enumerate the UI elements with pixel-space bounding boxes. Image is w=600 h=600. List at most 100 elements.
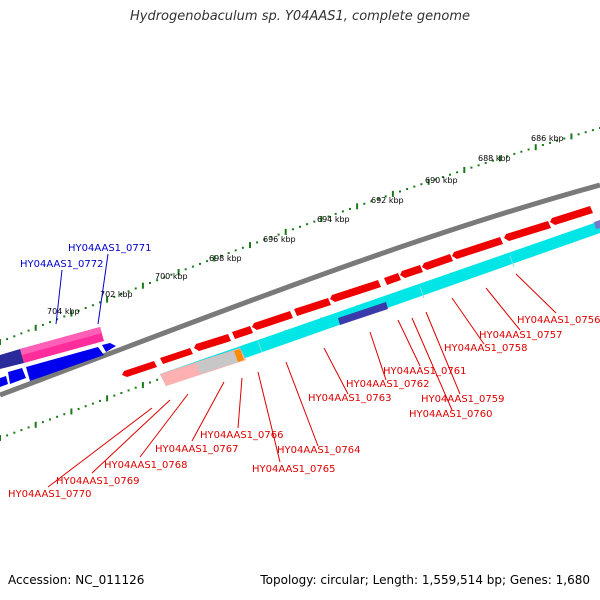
leader-0756 [515, 273, 557, 314]
label-hy04aas1-0756[interactable]: HY04AAS1_0756 [517, 315, 600, 326]
gene-forward-d[interactable] [0, 376, 8, 387]
gene-arrow-2[interactable] [160, 348, 193, 364]
gene-arrow-6[interactable] [294, 298, 331, 316]
gene-arrow-13[interactable] [550, 206, 593, 225]
gene-arrow-12[interactable] [504, 221, 551, 241]
minor-tick [313, 220, 316, 223]
gene-arrow-7[interactable] [330, 280, 381, 302]
label-hy04aas1-0759[interactable]: HY04AAS1_0759 [421, 394, 504, 405]
label-hy04aas1-0767[interactable]: HY04AAS1_0767 [155, 444, 238, 455]
label-hy04aas1-0762[interactable]: HY04AAS1_0762 [346, 379, 429, 390]
minor-tick [549, 141, 551, 144]
major-tick [534, 144, 537, 151]
minor-tick [227, 252, 230, 255]
major-tick [0, 339, 1, 345]
minor-tick [434, 178, 437, 181]
scale-label: 690 kbp [425, 176, 458, 185]
label-hy04aas1-0765[interactable]: HY04AAS1_0765 [252, 464, 335, 475]
minor-tick [49, 418, 51, 421]
cds-orange-marker [234, 349, 244, 362]
leader-0769 [91, 399, 171, 474]
gene-forward-c[interactable] [8, 368, 26, 384]
minor-tick [127, 389, 130, 392]
minor-tick [6, 434, 9, 437]
label-hy04aas1-0768[interactable]: HY04AAS1_0768 [104, 460, 187, 471]
gene-arrow-1[interactable] [122, 361, 157, 377]
map-title: Hydrogenobaculum sp. Y04AAS1, complete g… [129, 9, 471, 24]
label-hy04aas1-0760[interactable]: HY04AAS1_0760 [409, 409, 492, 420]
leader-0764 [285, 361, 319, 447]
gene-arrow-5[interactable] [252, 311, 293, 330]
minor-tick [277, 233, 280, 236]
label-hy04aas1-0766[interactable]: HY04AAS1_0766 [200, 430, 283, 441]
minor-tick [334, 212, 337, 215]
leader-0759 [425, 311, 461, 395]
forward-strand-features [0, 327, 116, 387]
minor-tick [420, 183, 423, 186]
minor-tick [234, 249, 237, 252]
gene-arrow-9[interactable] [400, 265, 423, 278]
major-tick [356, 203, 359, 210]
gene-arrow-4[interactable] [232, 326, 253, 339]
cds-divider-3 [509, 255, 515, 268]
minor-tick [49, 321, 51, 324]
leader-0770 [47, 407, 153, 488]
minor-tick [256, 241, 259, 244]
leader-0766 [237, 377, 243, 429]
leader-0765 [257, 371, 281, 463]
label-hy04aas1-0761[interactable]: HY04AAS1_0761 [383, 366, 466, 377]
minor-tick [170, 273, 173, 276]
minor-tick [306, 223, 309, 226]
genome-summary-text: Topology: circular; Length: 1,559,514 bp… [260, 573, 590, 587]
minor-tick [56, 415, 59, 418]
cds-band [160, 221, 600, 386]
leader-0772 [55, 269, 63, 325]
gene-forward-small-a[interactable] [102, 343, 116, 352]
gene-hy04aas1-0772[interactable] [0, 349, 24, 369]
gene-arrow-3[interactable] [194, 334, 231, 351]
leader-0763 [323, 347, 349, 395]
label-hy04aas1-0757[interactable]: HY04AAS1_0757 [479, 330, 562, 341]
minor-tick [27, 329, 30, 332]
major-tick [427, 178, 430, 185]
gene-arrow-8[interactable] [384, 273, 401, 285]
minor-tick [77, 407, 80, 410]
major-tick [499, 155, 501, 162]
minor-tick [156, 378, 159, 381]
major-tick [34, 324, 37, 331]
leader-0762 [369, 331, 387, 381]
cds-dark-band [338, 302, 388, 325]
minor-tick [27, 426, 30, 429]
outer-tick-ring [0, 127, 600, 345]
major-tick [141, 282, 144, 289]
major-tick [70, 310, 73, 317]
minor-tick [291, 228, 294, 231]
major-tick [391, 190, 394, 197]
minor-tick [370, 200, 373, 203]
gene-arrow-11[interactable] [452, 237, 503, 259]
minor-tick [327, 215, 330, 218]
label-hy04aas1-0770[interactable]: HY04AAS1_0770 [8, 489, 91, 500]
label-hy04aas1-0771[interactable]: HY04AAS1_0771 [68, 243, 151, 254]
leader-0761 [397, 319, 421, 367]
minor-tick [470, 166, 473, 169]
minor-tick [513, 152, 516, 155]
reverse-strand-genes [122, 206, 593, 377]
scale-label: 694 kbp [317, 215, 350, 224]
label-hy04aas1-0772[interactable]: HY04AAS1_0772 [20, 259, 103, 270]
label-hy04aas1-0769[interactable]: HY04AAS1_0769 [56, 476, 139, 487]
label-hy04aas1-0763[interactable]: HY04AAS1_0763 [308, 393, 391, 404]
gene-labels: HY04AAS1_0771 HY04AAS1_0772 HY04AAS1_075… [8, 243, 600, 500]
leader-0760 [411, 317, 453, 411]
label-hy04aas1-0764[interactable]: HY04AAS1_0764 [277, 445, 360, 456]
gene-arrow-10[interactable] [422, 254, 453, 270]
major-tick [0, 435, 1, 441]
minor-tick [456, 171, 459, 174]
minor-tick [84, 405, 87, 408]
minor-tick [299, 225, 301, 228]
gene-forward-b[interactable] [26, 347, 104, 381]
cds-track [160, 220, 600, 386]
label-hy04aas1-0758[interactable]: HY04AAS1_0758 [444, 343, 527, 354]
minor-tick [263, 238, 266, 241]
